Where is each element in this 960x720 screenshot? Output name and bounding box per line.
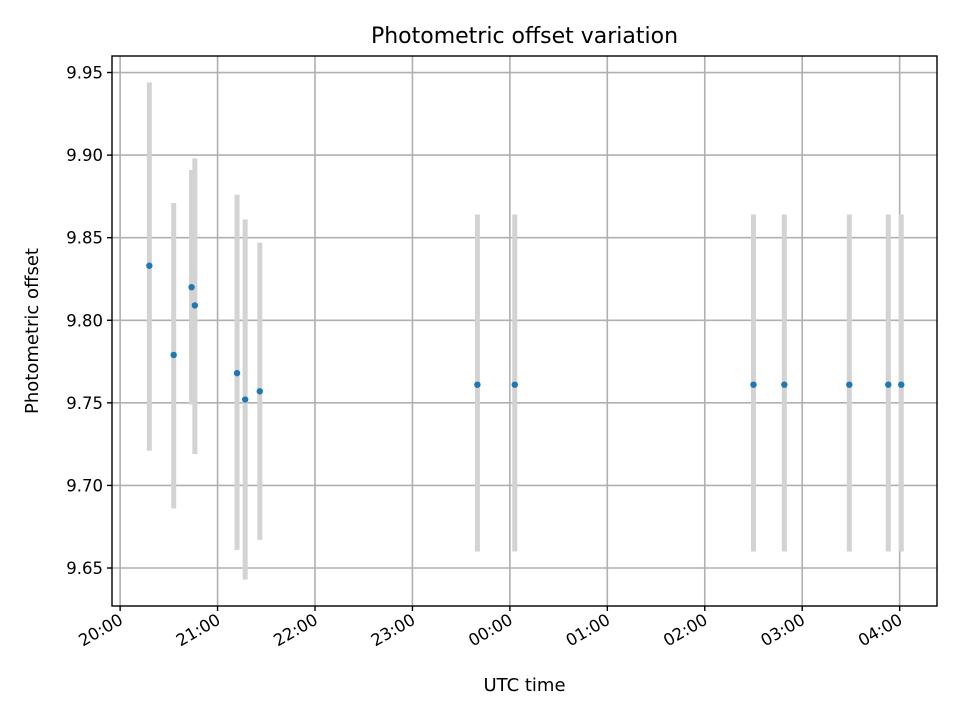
y-tick-label: 9.65 (66, 559, 103, 578)
plot-frame (111, 55, 938, 607)
data-point (474, 381, 481, 388)
y-tick-label: 9.95 (66, 64, 103, 83)
y-tick-label: 9.70 (66, 476, 103, 495)
data-point (781, 381, 788, 388)
y-tick-label: 9.90 (66, 146, 103, 165)
y-tick-label: 9.75 (66, 394, 103, 413)
data-point (191, 302, 199, 309)
data-point (511, 381, 518, 388)
data-points (146, 262, 905, 403)
data-point (146, 262, 153, 269)
data-point (750, 381, 757, 388)
data-point (846, 381, 853, 388)
y-tick-label: 9.85 (66, 229, 103, 248)
data-point (256, 388, 263, 395)
data-point (898, 381, 905, 388)
chart-title: Photometric offset variation (371, 24, 678, 49)
data-point (170, 351, 177, 359)
y-tick-label: 9.80 (66, 311, 103, 330)
y-axis-label: Photometric offset (22, 248, 43, 414)
data-point (188, 284, 195, 291)
data-point (233, 369, 241, 377)
data-point (241, 396, 249, 403)
grid (112, 56, 937, 606)
x-axis-label: UTC time (483, 675, 565, 696)
data-point (885, 381, 892, 388)
